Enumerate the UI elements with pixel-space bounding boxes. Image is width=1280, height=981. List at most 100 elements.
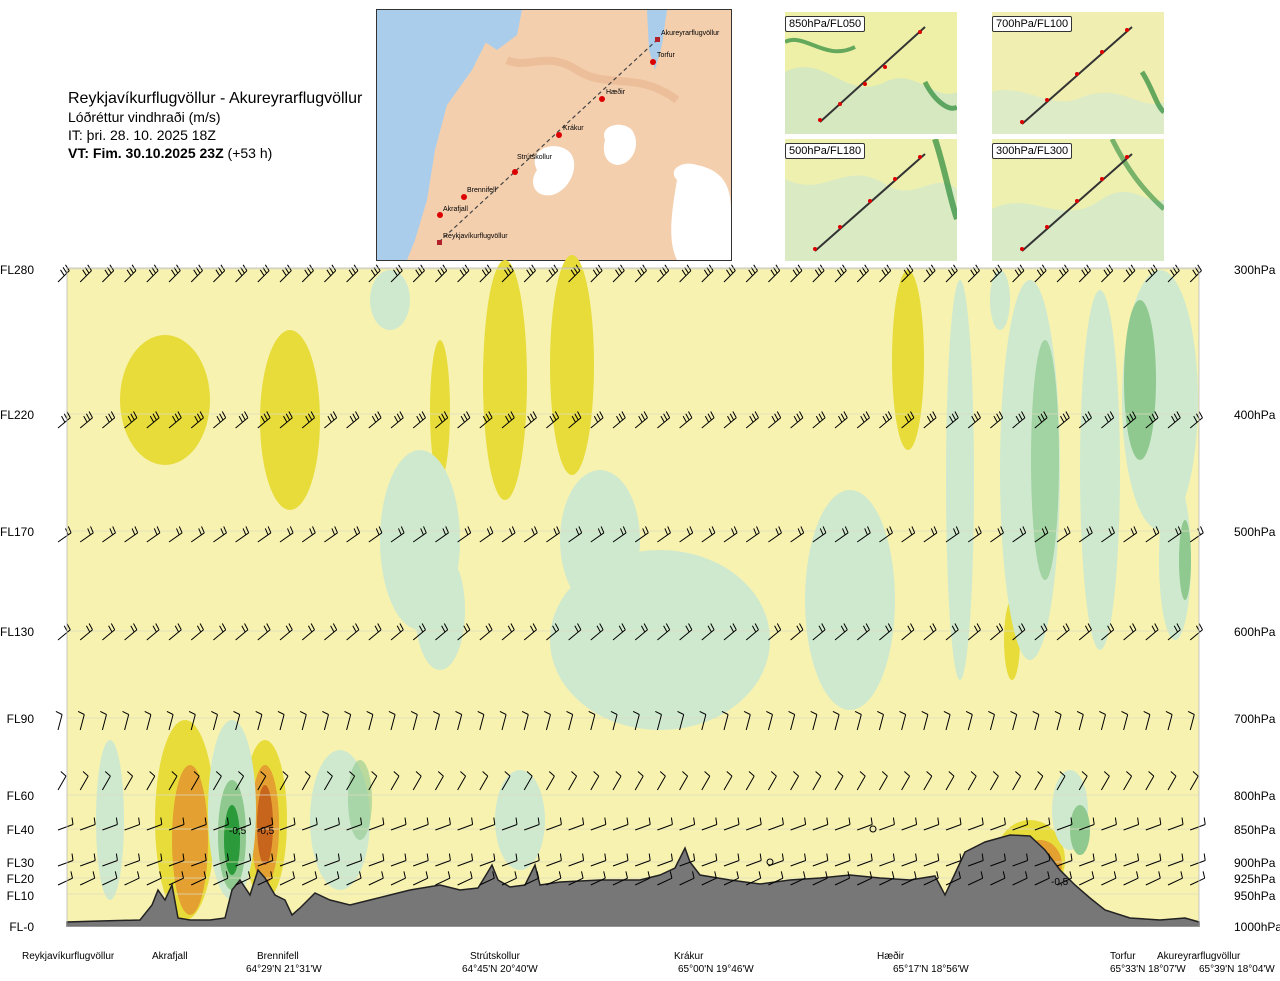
- wind-barb: [146, 771, 156, 791]
- wind-barb: [124, 853, 141, 867]
- wind-barb: [390, 817, 407, 831]
- wind-barb: [146, 871, 162, 886]
- wind-barb: [235, 411, 249, 429]
- wind-barb: [723, 526, 738, 543]
- fl-label-1: FL220: [0, 408, 35, 422]
- loc-coord-akureyri: 65°39'N 18°04'W: [1199, 964, 1275, 975]
- wind-barb: [721, 710, 729, 731]
- wind-barb: [457, 853, 474, 867]
- wind-barb: [213, 871, 229, 886]
- wind-barb: [1056, 871, 1072, 886]
- wind-barb: [390, 871, 406, 886]
- hpa-label-0: 300hPa: [1234, 263, 1276, 277]
- fl-label-9: FL10: [6, 889, 34, 903]
- wind-barb: [1165, 710, 1173, 731]
- wind-barb: [457, 871, 473, 886]
- wind-barb: [211, 710, 218, 731]
- route-map: Akureyrarflugvöllur Torfur Hæðir Krákur …: [376, 9, 732, 261]
- wind-barb: [390, 526, 405, 543]
- wind-barb: [368, 623, 382, 641]
- wind-barb: [1012, 771, 1022, 791]
- wind-barb: [168, 853, 185, 867]
- wind-barb: [701, 623, 715, 641]
- wind-barb: [766, 710, 773, 731]
- wind-barb: [124, 817, 141, 831]
- panel-500-svg: [785, 139, 957, 261]
- wind-barb: [1010, 710, 1018, 731]
- wind-barb: [790, 411, 804, 429]
- wind-barb: [235, 623, 249, 641]
- wind-barb: [1121, 710, 1129, 731]
- wind-barb: [501, 623, 515, 641]
- wind-barb: [479, 853, 496, 867]
- panel-700-svg: [992, 12, 1164, 134]
- wind-barb: [324, 526, 338, 543]
- wind-barb: [146, 411, 160, 429]
- wind-barb: [568, 411, 582, 429]
- wind-barb: [279, 871, 295, 886]
- wind-barb: [213, 853, 229, 867]
- wind-barb: [590, 871, 606, 886]
- wind-barb: [144, 710, 152, 731]
- wind-barb: [901, 411, 915, 429]
- wind-barb: [479, 411, 493, 429]
- wind-barb: [102, 623, 116, 641]
- wind-barb: [590, 411, 604, 429]
- map-label-krakur: Krákur: [563, 125, 584, 132]
- wind-barb: [146, 853, 163, 867]
- loc-coord-torfur: 65°33'N 18°07'W: [1110, 964, 1186, 975]
- wind-barb: [1145, 871, 1161, 886]
- wind-barb: [1079, 853, 1095, 867]
- wind-barb: [368, 871, 384, 886]
- fl-label-3: FL130: [0, 625, 35, 639]
- wind-barb: [523, 623, 537, 641]
- wind-barb: [102, 817, 118, 831]
- downdraft-cell: [1179, 520, 1191, 600]
- wind-barb: [501, 411, 515, 429]
- downdraft-cell: [224, 805, 240, 875]
- wind-barb: [612, 817, 629, 831]
- wind-barb: [457, 817, 474, 831]
- hpa-label-3: 600hPa: [1234, 625, 1276, 639]
- wind-barb: [834, 623, 848, 641]
- wind-barb: [834, 817, 851, 831]
- wind-barb: [879, 411, 893, 429]
- wind-barb: [856, 526, 871, 543]
- wind-barb: [279, 411, 293, 429]
- loc-name-akureyri: Akureyrarflugvöllur: [1157, 951, 1241, 962]
- wind-barb: [521, 710, 529, 731]
- wind-barb: [168, 871, 184, 886]
- wind-barb: [568, 771, 578, 791]
- wind-barb: [235, 853, 252, 867]
- wind-barb: [1145, 623, 1159, 641]
- wind-barb: [80, 817, 96, 831]
- wind-barb: [302, 817, 318, 831]
- wind-barb: [324, 623, 338, 641]
- wind-barb: [967, 771, 977, 791]
- wind-barb: [433, 710, 440, 731]
- wind-barb: [190, 871, 207, 886]
- wind-barb: [790, 853, 807, 867]
- wind-barb: [612, 771, 622, 791]
- wind-barb: [390, 411, 404, 429]
- wind-barb: [124, 871, 140, 886]
- wind-barb: [856, 871, 873, 886]
- wind-barb: [124, 623, 138, 641]
- route-map-svg: Akureyrarflugvöllur Torfur Hæðir Krákur …: [377, 10, 731, 260]
- wind-barb: [745, 871, 762, 886]
- wind-barb: [1012, 623, 1026, 641]
- wind-barb: [899, 710, 907, 731]
- wind-barb: [945, 853, 962, 867]
- wind-barb: [701, 411, 715, 429]
- panel-850-svg: [785, 12, 957, 134]
- fl-label-0: FL280: [0, 263, 35, 277]
- wind-barb: [257, 526, 272, 543]
- wind-barb: [410, 710, 418, 731]
- wind-barb: [834, 526, 849, 543]
- loc-name-haedir: Hæðir: [877, 951, 905, 962]
- wind-barb: [1145, 853, 1162, 867]
- wind-barb: [745, 623, 759, 641]
- wind-barb: [1034, 853, 1051, 867]
- wind-barb: [455, 710, 463, 731]
- wind-barb: [1078, 411, 1092, 429]
